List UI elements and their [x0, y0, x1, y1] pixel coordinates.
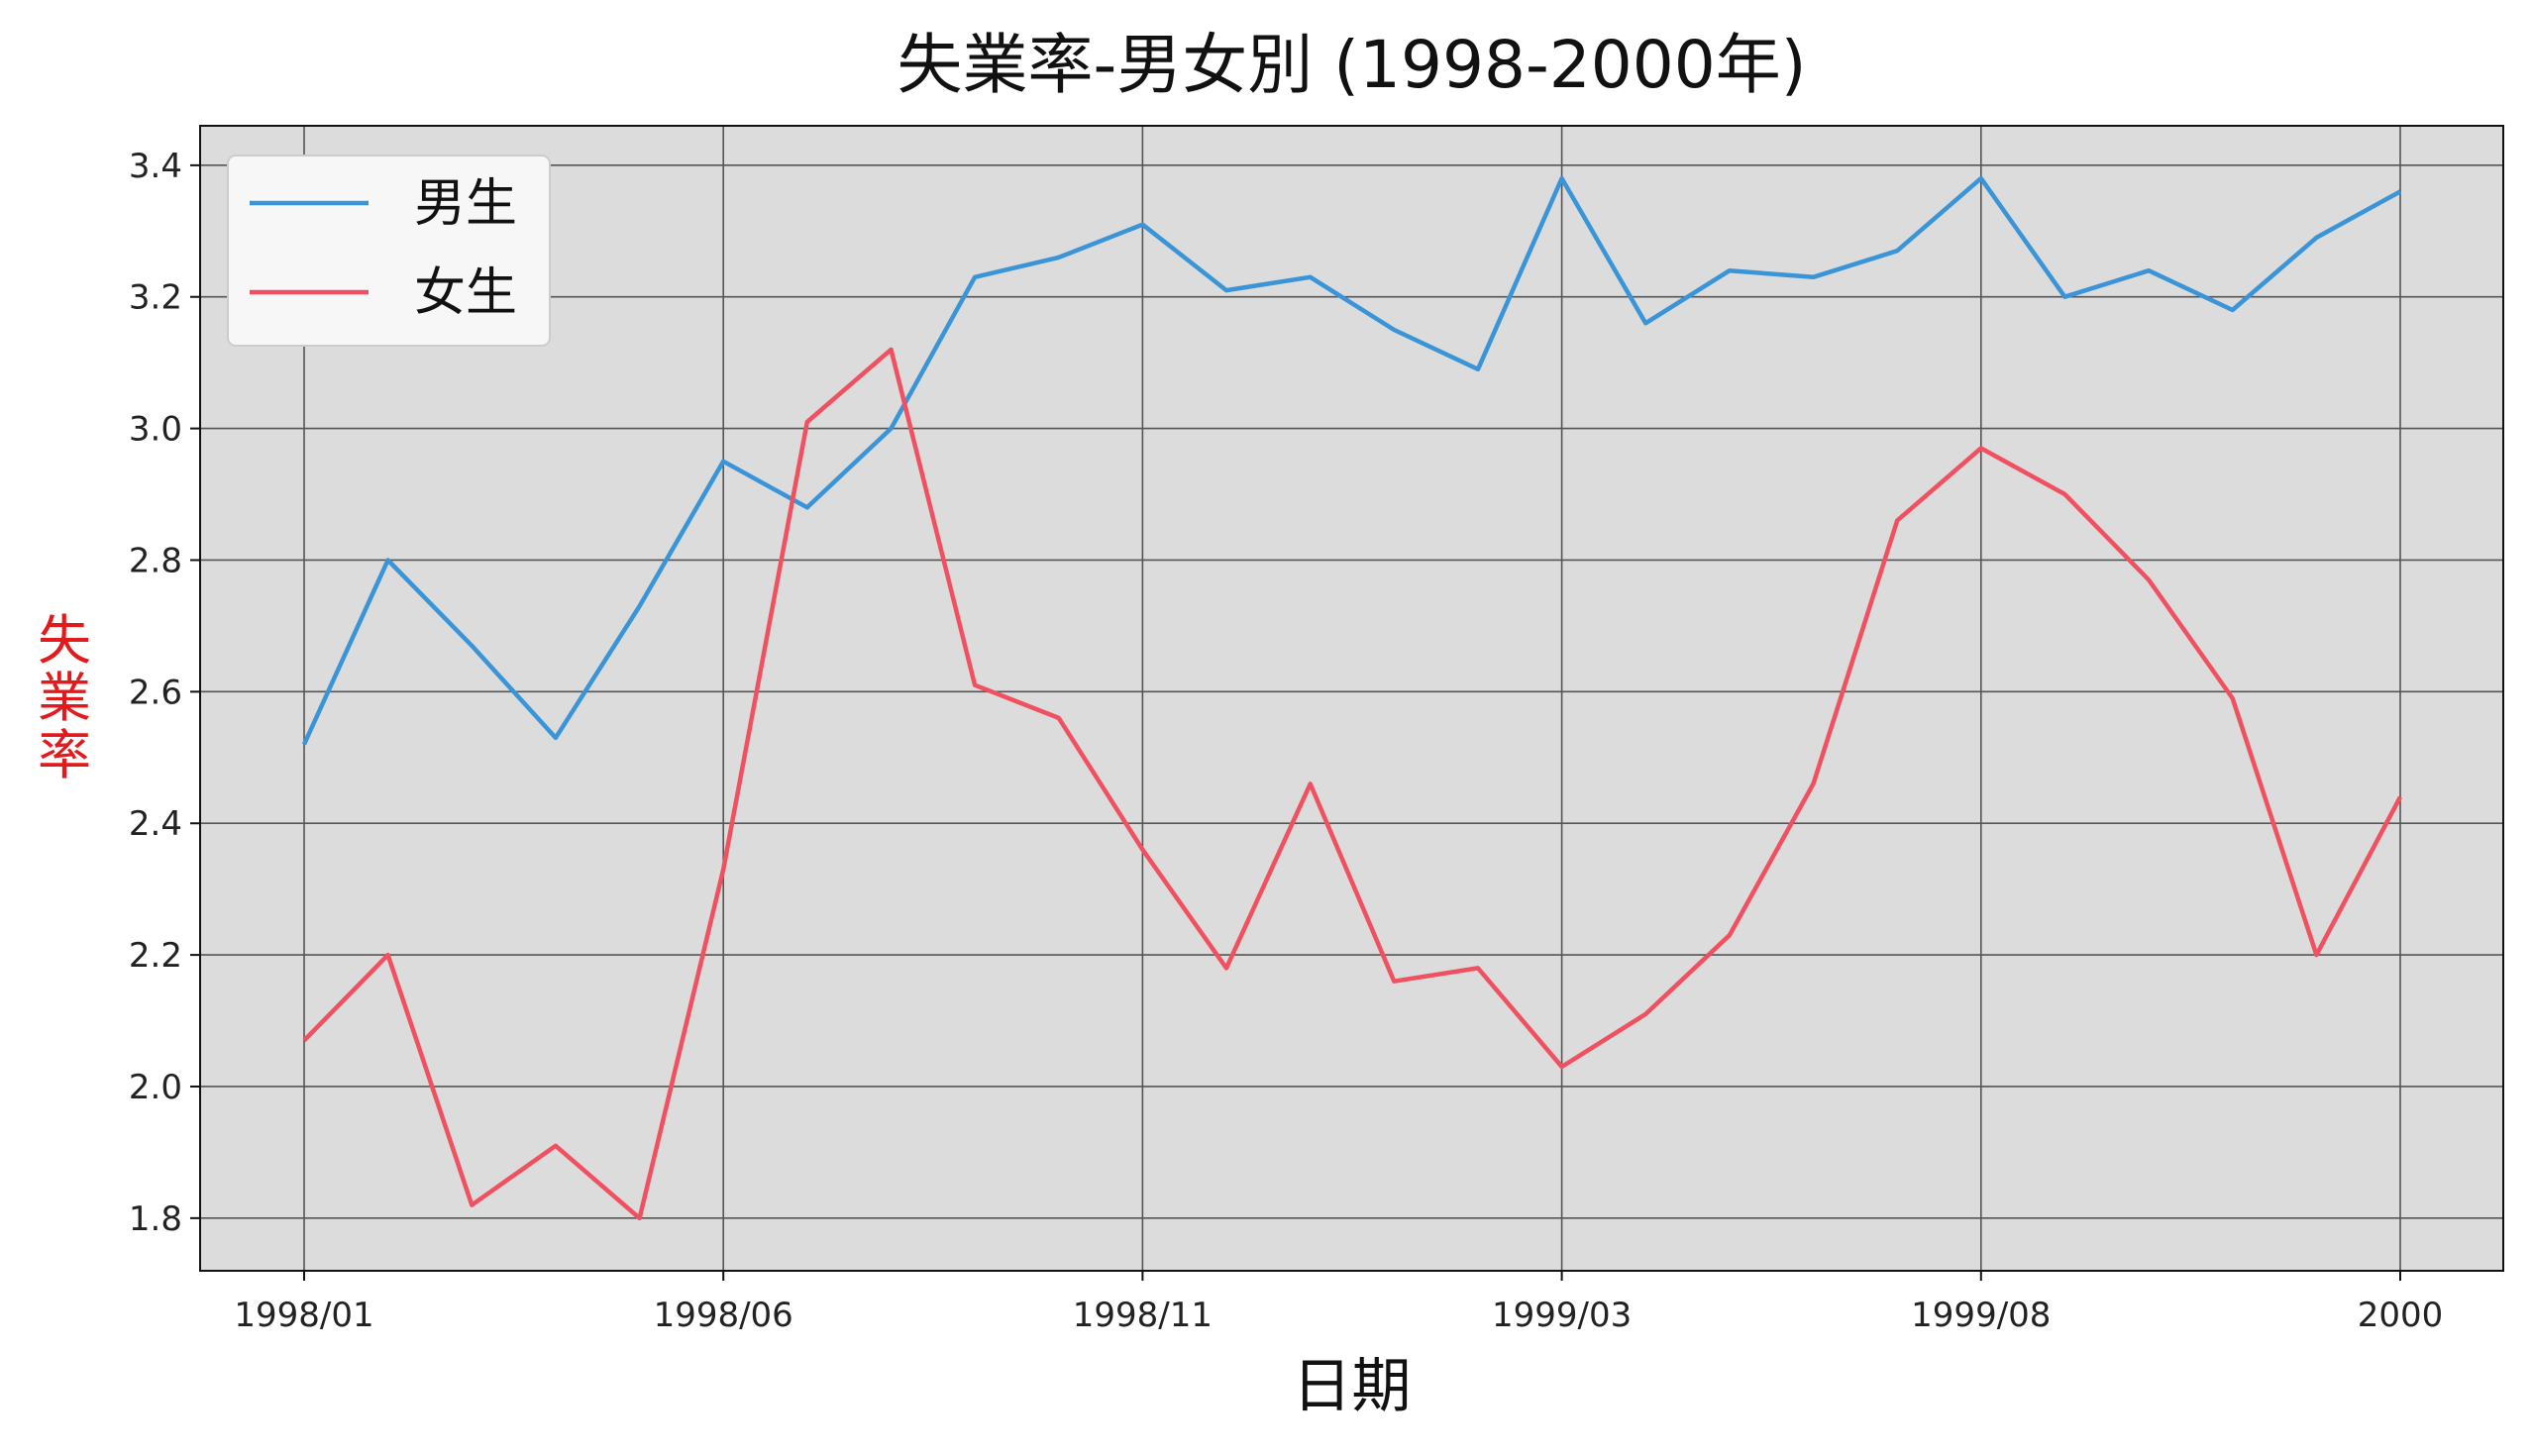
grid-lines: [200, 126, 2503, 1271]
legend-label-1: 男生: [414, 174, 517, 234]
y-axis-ticks: 1.8 2.0 2.2 2.4 2.6 2.8 3.0 3.2 3.4: [129, 147, 200, 1239]
x-tick-label: 1998/11: [1073, 1296, 1213, 1335]
y-tick-label: 3.0: [129, 410, 182, 450]
y-tick-label: 2.6: [129, 673, 182, 712]
y-axis-label-char: 失: [38, 609, 91, 672]
chart-title: 失業率-男女別 (1998-2000年): [896, 27, 1806, 103]
legend-label-2: 女生: [414, 263, 517, 323]
series-lines: [301, 175, 2402, 1221]
y-tick-label: 3.2: [129, 278, 182, 318]
y-tick-label: 1.8: [129, 1199, 182, 1239]
y-tick-label: 2.0: [129, 1068, 182, 1107]
x-tick-label: 1998/01: [234, 1296, 373, 1335]
x-tick-label: 1998/06: [654, 1296, 793, 1335]
plot-background: [200, 126, 2503, 1271]
y-tick-label: 2.8: [129, 541, 182, 580]
plot-frame: [199, 125, 2504, 1272]
y-axis-label-char: 業: [38, 667, 91, 729]
x-tick-label: 1999/08: [1911, 1296, 2051, 1335]
series-line-2: [302, 347, 2402, 1221]
x-tick-label: 1999/03: [1492, 1296, 1632, 1335]
y-axis-label-char: 率: [38, 724, 91, 786]
x-tick-label: 2000: [2358, 1296, 2444, 1335]
y-tick-label: 3.4: [129, 147, 182, 186]
y-tick-label: 2.4: [129, 804, 182, 844]
y-axis-label: 失業率: [38, 609, 91, 786]
x-axis-label: 日期: [1293, 1352, 1412, 1421]
y-tick-label: 2.2: [129, 936, 182, 976]
x-axis-ticks: 1998/01 1998/06 1998/11 1999/03 1999/08 2000: [234, 1271, 2443, 1335]
series-line-1: [301, 175, 2402, 746]
